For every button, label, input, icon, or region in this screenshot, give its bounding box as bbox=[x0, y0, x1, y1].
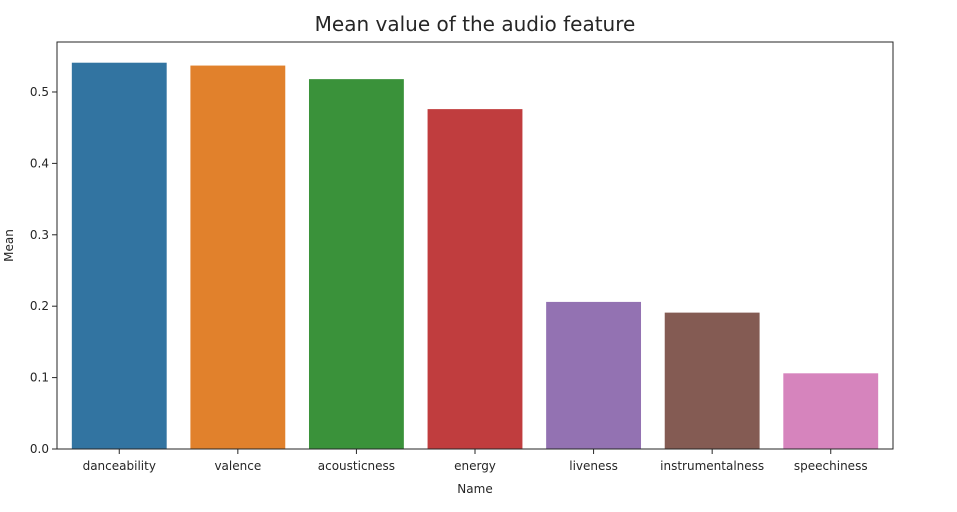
plot-frame bbox=[56, 41, 894, 450]
x-tick-label-instrumentalness: instrumentalness bbox=[660, 459, 764, 473]
bar-acousticness bbox=[308, 79, 404, 449]
bars bbox=[71, 62, 879, 450]
bar-valence bbox=[190, 65, 286, 449]
y-axis-label: Mean bbox=[2, 229, 16, 262]
x-tick-label-liveness: liveness bbox=[569, 459, 618, 473]
y-axis-ticks: 0.0 0.1 0.2 0.3 0.4 0.5 bbox=[30, 85, 57, 456]
bar-liveness bbox=[546, 301, 642, 449]
y-tick-label: 0.4 bbox=[30, 156, 49, 170]
x-tick-label-speechiness: speechiness bbox=[794, 459, 868, 473]
y-tick-label: 0.3 bbox=[30, 228, 49, 242]
x-axis-label: Name bbox=[457, 482, 492, 496]
x-tick-label-acousticness: acousticness bbox=[318, 459, 395, 473]
y-tick-label: 0.5 bbox=[30, 85, 49, 99]
y-tick-label: 0.1 bbox=[30, 371, 49, 385]
bar-energy bbox=[427, 109, 523, 450]
chart-title: Mean value of the audio feature bbox=[315, 12, 636, 36]
x-tick-label-energy: energy bbox=[454, 459, 496, 473]
x-axis-ticks: danceability valence acousticness energy liv… bbox=[83, 449, 868, 473]
y-tick-label: 0.2 bbox=[30, 299, 49, 313]
x-tick-label-danceability: danceability bbox=[83, 459, 156, 473]
y-tick-label: 0.0 bbox=[30, 442, 49, 456]
bar-speechiness bbox=[783, 373, 879, 449]
bar-instrumentalness bbox=[664, 312, 760, 449]
bar-danceability bbox=[71, 62, 167, 449]
x-tick-label-valence: valence bbox=[214, 459, 261, 473]
